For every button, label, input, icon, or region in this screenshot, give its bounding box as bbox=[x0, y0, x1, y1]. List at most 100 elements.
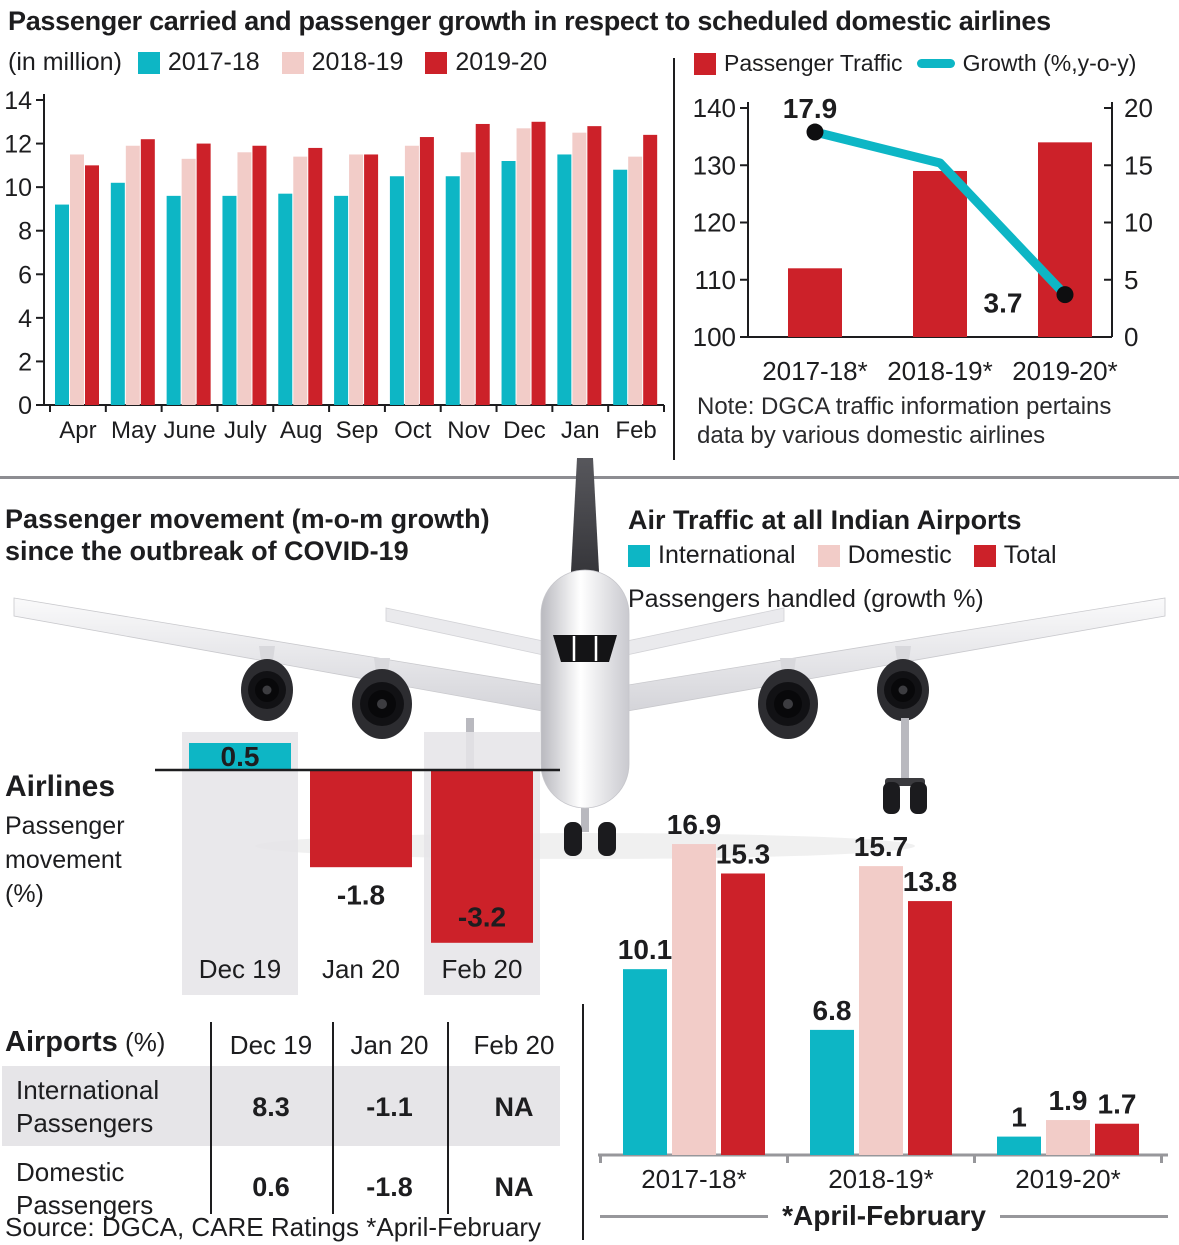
engines bbox=[241, 646, 929, 739]
svg-text:110: 110 bbox=[695, 265, 736, 295]
legend-swatch-2018-19 bbox=[281, 51, 304, 74]
airports-table-title-text: Airports bbox=[5, 1026, 118, 1058]
svg-text:17.9: 17.9 bbox=[783, 93, 838, 124]
svg-text:1.7: 1.7 bbox=[1098, 1089, 1137, 1120]
svg-text:120: 120 bbox=[693, 208, 736, 238]
legend-label-growth: Growth (%,y-o-y) bbox=[962, 50, 1137, 76]
svg-text:-3.2: -3.2 bbox=[458, 901, 506, 932]
svg-text:2019-20*: 2019-20* bbox=[1012, 356, 1118, 386]
airlines-subtitle: Passenger movement (%) bbox=[5, 812, 125, 908]
legend-label-total: Total bbox=[1003, 541, 1057, 569]
combo-chart-legend: Passenger Traffic Growth (%,y-o-y) bbox=[694, 50, 1150, 77]
legend-item-domestic: Domestic bbox=[817, 541, 952, 570]
covid-title-line1: Passenger movement (m-o-m growth) bbox=[5, 504, 490, 534]
svg-text:Feb 20: Feb 20 bbox=[442, 954, 523, 984]
growth-line bbox=[810, 127, 1070, 300]
svg-text:10: 10 bbox=[1124, 208, 1153, 238]
covid-section-title: Passenger movement (m-o-m growth) since … bbox=[5, 503, 490, 568]
svg-text:-1.8: -1.8 bbox=[337, 880, 385, 911]
chart-footnote: *April-February bbox=[600, 1200, 1169, 1232]
legend-label-passenger-traffic: Passenger Traffic bbox=[724, 50, 903, 76]
table-cell: -1.1 bbox=[366, 1092, 413, 1122]
svg-text:Jan 20: Jan 20 bbox=[322, 954, 400, 984]
source-note: Source: DGCA, CARE Ratings *April-Februa… bbox=[5, 1212, 542, 1242]
airlines-bars bbox=[189, 743, 533, 943]
legend-label-2019-20: 2019-20 bbox=[455, 48, 548, 76]
svg-text:2: 2 bbox=[18, 348, 32, 376]
svg-text:2019-20*: 2019-20* bbox=[1015, 1164, 1121, 1194]
svg-text:16.9: 16.9 bbox=[667, 809, 722, 840]
svg-text:May: May bbox=[111, 417, 156, 444]
monthly-bars bbox=[55, 121, 658, 406]
svg-text:Dec 19: Dec 19 bbox=[199, 954, 281, 984]
legend-line-swatch-growth bbox=[916, 59, 955, 68]
svg-text:2017-18*: 2017-18* bbox=[762, 356, 868, 386]
svg-text:6.8: 6.8 bbox=[813, 995, 852, 1026]
svg-text:Jan: Jan bbox=[561, 417, 600, 444]
svg-text:15.7: 15.7 bbox=[854, 831, 909, 862]
svg-text:15: 15 bbox=[1124, 150, 1153, 180]
svg-text:1.9: 1.9 bbox=[1049, 1085, 1088, 1116]
legend-label-2018-19: 2018-19 bbox=[311, 48, 404, 76]
svg-text:14: 14 bbox=[4, 87, 32, 115]
svg-text:130: 130 bbox=[693, 150, 736, 180]
airport-traffic-bar-chart: 10.1 16.915.3 2017-18* 6.8 15.7 13.8 2018-19* 1… bbox=[598, 809, 1168, 1194]
annual-traffic-combo-chart: 100 110 120 130 140 0 5 10 15 20 17.9 3.7 2017-18* 20… bbox=[693, 93, 1153, 386]
table-column-divider bbox=[447, 1022, 449, 1214]
legend-swatch-2017-18 bbox=[137, 51, 160, 74]
airlines-heading: Airlines bbox=[5, 770, 116, 803]
svg-text:5: 5 bbox=[1124, 265, 1138, 295]
legend-item-2017-18: 2017-18 bbox=[137, 48, 260, 77]
svg-text:Sep: Sep bbox=[336, 417, 379, 444]
svg-text:Apr: Apr bbox=[59, 417, 96, 444]
svg-text:July: July bbox=[224, 417, 267, 444]
svg-text:Feb: Feb bbox=[615, 417, 656, 444]
unit-label: (in million) bbox=[8, 48, 122, 76]
svg-text:10.1: 10.1 bbox=[618, 934, 673, 965]
legend-swatch-domestic bbox=[817, 544, 840, 567]
legend-label-international: International bbox=[658, 541, 796, 569]
svg-text:3.7: 3.7 bbox=[984, 288, 1023, 319]
legend-label-domestic: Domestic bbox=[847, 541, 952, 569]
monthly-chart-legend: (in million) 2017-18 2018-19 2019-20 bbox=[8, 48, 569, 77]
table-col-feb20: Feb 20 bbox=[473, 1030, 555, 1060]
covid-title-line2: since the outbreak of COVID-19 bbox=[5, 536, 409, 567]
svg-text:2018-19*: 2018-19* bbox=[828, 1164, 934, 1194]
svg-text:2017-18*: 2017-18* bbox=[641, 1164, 747, 1194]
svg-text:10: 10 bbox=[4, 174, 32, 202]
air-traffic-subtitle: Passengers handled (growth %) bbox=[628, 585, 984, 613]
air-traffic-legend: International Domestic Total bbox=[628, 541, 1079, 570]
airplane-front-view-icon bbox=[13, 458, 1166, 859]
legend-item-2019-20: 2019-20 bbox=[425, 48, 547, 77]
svg-text:8: 8 bbox=[18, 218, 32, 246]
legend-swatch-total bbox=[973, 544, 996, 567]
legend-item-total: Total bbox=[973, 541, 1057, 570]
airports-table-title: Airports (%) bbox=[5, 1026, 165, 1059]
svg-text:1: 1 bbox=[1011, 1102, 1027, 1133]
footnote-rule-right bbox=[999, 1214, 1169, 1218]
legend-label-2017-18: 2017-18 bbox=[167, 48, 260, 76]
table-cell: -1.8 bbox=[366, 1172, 413, 1202]
monthly-passengers-bar-chart: 0 2 4 6 8 10 12 14 Apr May June July Aug Sep Oct Nov Dec… bbox=[4, 87, 665, 444]
cockpit-windows bbox=[553, 635, 617, 662]
svg-text:Nov: Nov bbox=[447, 417, 490, 444]
page-title: Passenger carried and passenger growth i… bbox=[8, 6, 1051, 36]
footnote-text: *April-February bbox=[782, 1200, 986, 1231]
table-column-divider bbox=[210, 1022, 212, 1214]
table-cell: 0.6 bbox=[252, 1172, 290, 1202]
legend-swatch-international bbox=[628, 544, 650, 567]
table-cell: NA bbox=[494, 1172, 534, 1202]
svg-text:12: 12 bbox=[4, 131, 32, 159]
svg-text:140: 140 bbox=[693, 93, 736, 123]
table-col-jan20: Jan 20 bbox=[350, 1030, 429, 1060]
legend-swatch-passenger-traffic bbox=[694, 52, 716, 75]
airport-traffic-bars bbox=[623, 844, 1139, 1155]
table-cell: 8.3 bbox=[252, 1092, 290, 1122]
airlines-mom-growth-chart: 0.5 Dec 19 -1.8 Jan 20 -3.2 Feb 20 bbox=[155, 732, 560, 995]
svg-text:0: 0 bbox=[1124, 322, 1138, 352]
svg-text:6: 6 bbox=[18, 261, 32, 289]
svg-text:4: 4 bbox=[18, 305, 32, 333]
svg-text:13.8: 13.8 bbox=[903, 866, 958, 897]
table-row-highlight bbox=[2, 1066, 560, 1146]
